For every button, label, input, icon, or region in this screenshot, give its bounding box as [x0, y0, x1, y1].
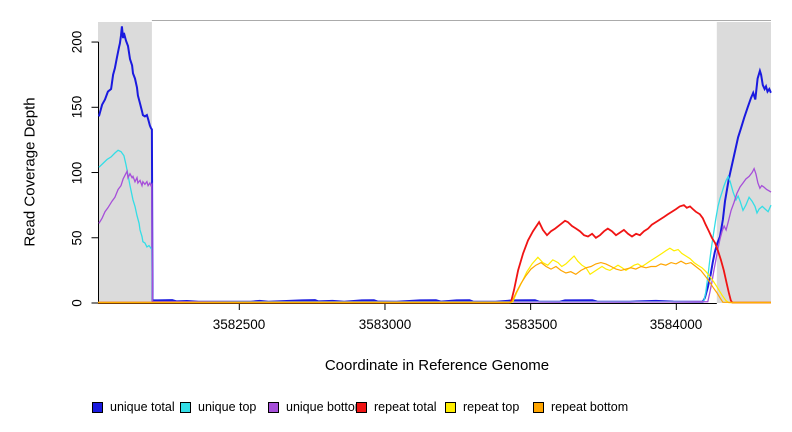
series-line-repeat-top	[98, 247, 771, 304]
legend-label-repeat-bottom: repeat bottom	[551, 400, 629, 414]
legend-label-unique-top: unique top	[198, 400, 257, 414]
x-tick-label-3582500: 3582500	[212, 317, 266, 332]
legend-label-repeat-total: repeat total	[374, 400, 437, 414]
legend-item-repeat-total: repeat total	[356, 400, 437, 414]
y-tick-label-50: 50	[69, 230, 85, 246]
y-tick-label-200: 200	[69, 30, 85, 54]
legend-item-unique-bottom: unique bottom	[268, 400, 365, 414]
legend-item-repeat-bottom: repeat bottom	[533, 400, 628, 414]
legend-item-unique-top: unique top	[180, 400, 256, 414]
x-tick-label-3583000: 3583000	[358, 317, 412, 332]
series-line-repeat-total	[98, 204, 771, 304]
legend-swatch-repeat-total	[356, 401, 367, 413]
x-tick-label-3583500: 3583500	[504, 317, 558, 332]
legend-swatch-repeat-top	[445, 401, 456, 413]
y-tick-label-150: 150	[69, 95, 85, 119]
legend-label-unique-bottom: unique bottom	[286, 400, 366, 414]
y-tick-label-100: 100	[69, 161, 85, 185]
legend-item-unique-total: unique total	[92, 400, 175, 414]
y-tick-label-0: 0	[69, 299, 85, 307]
legend-label-repeat-top: repeat top	[463, 400, 520, 414]
legend-item-repeat-top: repeat top	[445, 400, 519, 414]
legend-swatch-unique-top	[180, 401, 191, 413]
legend-swatch-repeat-bottom	[533, 401, 544, 413]
series-line-unique-top	[98, 149, 772, 303]
legend-label-unique-total: unique total	[110, 400, 175, 414]
series-line-repeat-bottom	[98, 260, 771, 303]
x-tick-label-3584000: 3584000	[649, 317, 703, 332]
series-line-unique-total	[97, 26, 772, 303]
y-axis-title: Read Coverage Depth	[21, 97, 39, 247]
x-axis-title: Coordinate in Reference Genome	[324, 357, 550, 374]
shaded-region	[716, 22, 771, 303]
legend-swatch-unique-bottom	[268, 401, 279, 413]
series-line-unique-bottom	[98, 166, 772, 303]
legend-swatch-unique-total	[92, 401, 103, 413]
